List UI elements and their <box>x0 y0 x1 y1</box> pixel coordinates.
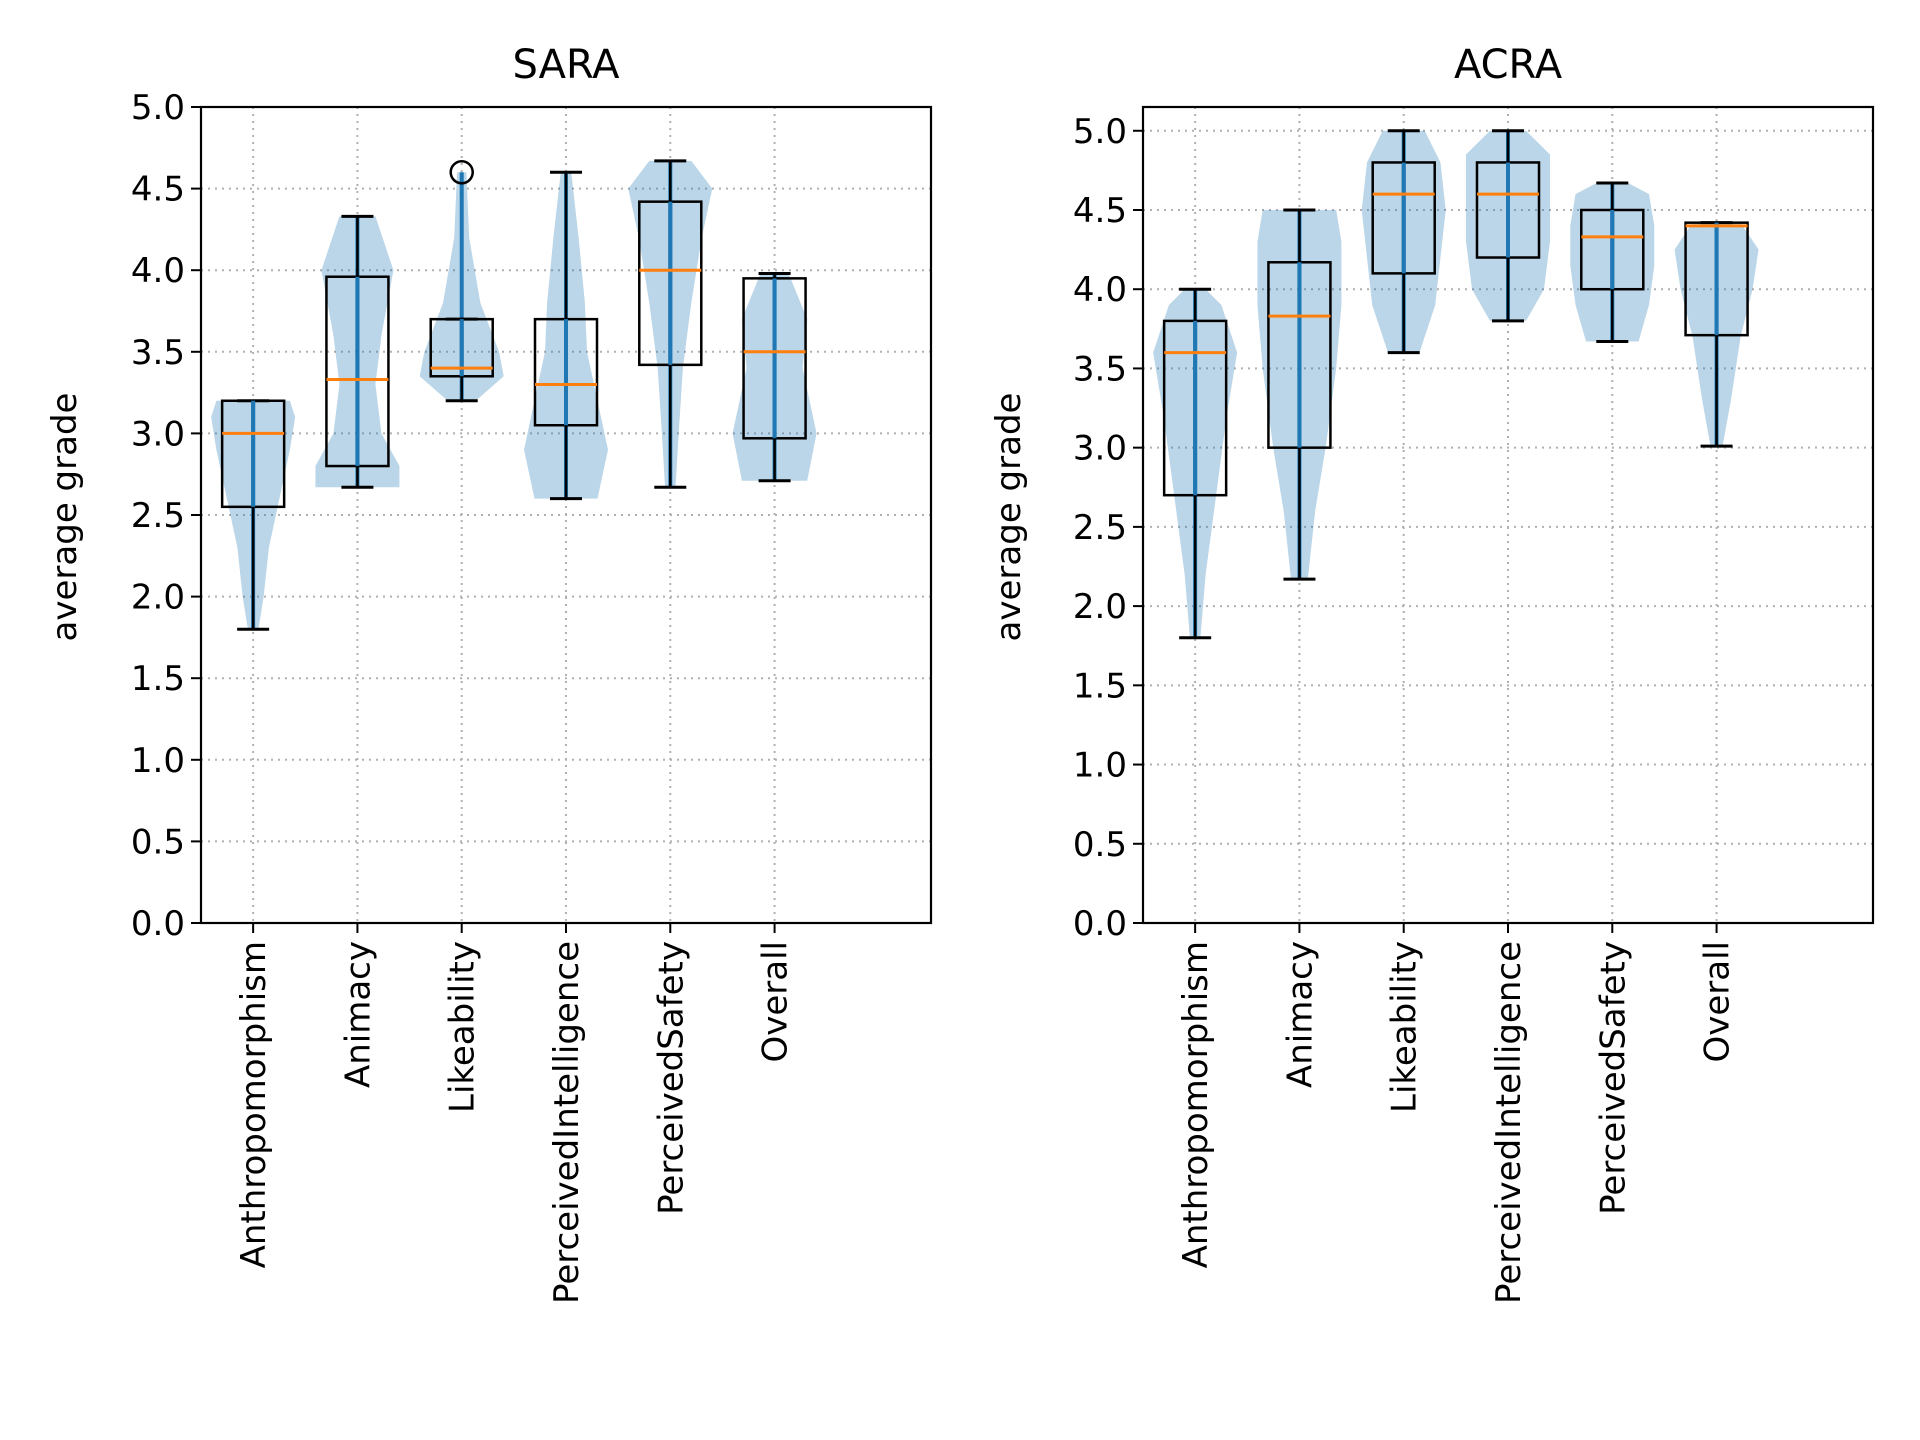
y-tick-label: 0.5 <box>1073 825 1127 865</box>
x-ticks: Anthropomorphism Animacy Likeability Percei… <box>1176 923 1738 1304</box>
panel-acra: ACRA average grade 0.0 0.5 1.0 1.5 2.0 2.5 3.0… <box>989 42 1875 1304</box>
y-tick-label: 3.5 <box>1073 349 1127 389</box>
x-tick-label: Likeability <box>1385 941 1425 1113</box>
outlier-point <box>449 160 474 185</box>
boxes <box>220 159 807 631</box>
panel-sara: SARA average grade 0.0 0.5 1.0 1.5 2.0 2.5 3.0… <box>45 42 933 1304</box>
y-tick-label: 2.5 <box>131 496 185 536</box>
y-tick-label: 4.0 <box>131 251 185 291</box>
x-tick-label: Animacy <box>338 941 378 1088</box>
x-tick-label: Anthropomorphism <box>1176 941 1216 1268</box>
y-tick-label: 3.0 <box>131 414 185 454</box>
y-tick-label: 4.5 <box>1073 191 1127 231</box>
y-tick-label: 1.5 <box>131 659 185 699</box>
y-tick-label: 4.0 <box>1073 270 1127 310</box>
boxes <box>1162 129 1749 640</box>
y-tick-label: 0.5 <box>131 822 185 862</box>
panel-title: ACRA <box>1454 42 1563 88</box>
y-tick-label: 4.5 <box>131 170 185 210</box>
x-ticks: Anthropomorphism Animacy Likeability Percei… <box>234 923 796 1304</box>
y-axis-label: average grade <box>45 393 85 642</box>
y-tick-label: 3.5 <box>131 333 185 373</box>
x-tick-label: Overall <box>1698 941 1738 1063</box>
y-axis-label: average grade <box>989 393 1029 642</box>
y-tick-label: 3.0 <box>1073 429 1127 469</box>
y-tick-label: 2.5 <box>1073 508 1127 548</box>
x-tick-label: PerceivedSafety <box>1593 941 1633 1215</box>
x-tick-label: Likeability <box>443 941 483 1113</box>
x-tick-label: PerceivedIntelligence <box>547 941 587 1304</box>
x-tick-label: PerceivedSafety <box>651 941 691 1215</box>
y-tick-label: 2.0 <box>1073 587 1127 627</box>
y-tick-label: 2.0 <box>131 578 185 618</box>
y-tick-label: 5.0 <box>131 88 185 128</box>
y-tick-label: 1.0 <box>1073 746 1127 786</box>
x-tick-label: Animacy <box>1280 941 1320 1088</box>
x-tick-label: Overall <box>756 941 796 1063</box>
y-tick-label: 0.0 <box>131 904 185 944</box>
panel-title: SARA <box>512 42 620 88</box>
x-tick-label: PerceivedIntelligence <box>1489 941 1529 1304</box>
y-tick-label: 5.0 <box>1073 112 1127 152</box>
x-tick-label: Anthropomorphism <box>234 941 274 1268</box>
y-tick-label: 1.5 <box>1073 666 1127 706</box>
y-ticks: 0.0 0.5 1.0 1.5 2.0 2.5 3.0 3.5 4.0 4.5 5.0 <box>1073 112 1143 944</box>
y-tick-label: 0.0 <box>1073 904 1127 944</box>
y-tick-label: 1.0 <box>131 741 185 781</box>
y-ticks: 0.0 0.5 1.0 1.5 2.0 2.5 3.0 3.5 4.0 4.5 5.0 <box>131 88 201 944</box>
